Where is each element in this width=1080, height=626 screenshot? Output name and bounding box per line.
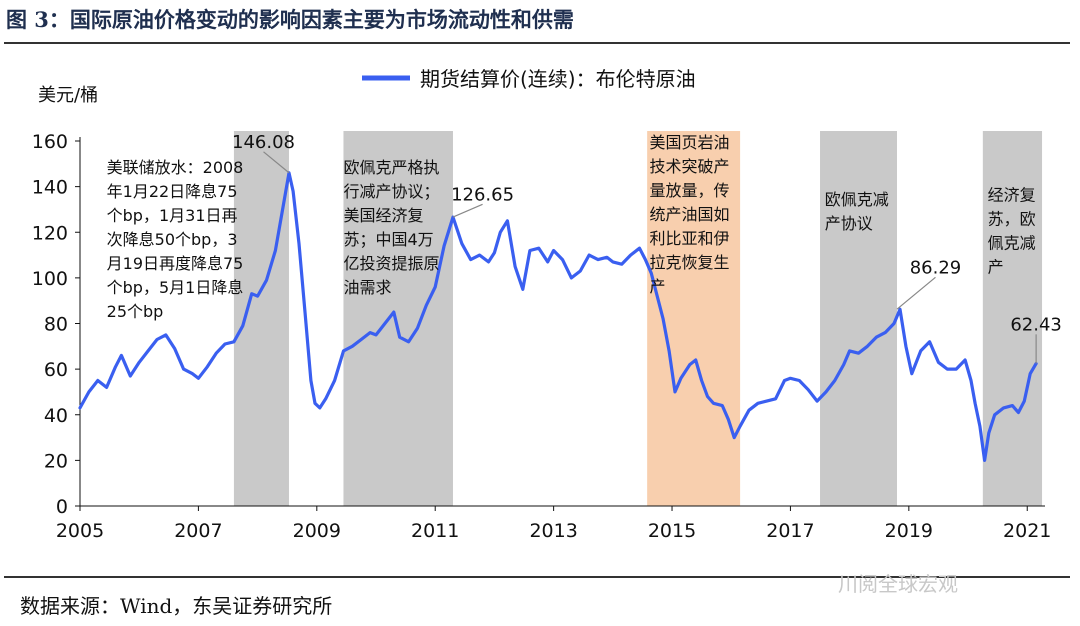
peak-label-3: 62.43: [1010, 314, 1062, 335]
top-rule: [4, 42, 1070, 44]
watermark: 川阅全球宏观: [838, 572, 958, 596]
annotations: 美联储放水：2008 年1月22日降息75 个bp，1月31日再次降息50个bp，3…: [107, 133, 1036, 321]
y-tick-label-100: 100: [32, 268, 68, 290]
peak-label-1: 126.65: [451, 184, 514, 205]
series-layer: [78, 171, 1038, 462]
annotation-0-line-3: 次降息50个bp，3: [107, 230, 238, 249]
shade-period-4: [982, 131, 1043, 506]
x-tick-label-2021: 2021: [1003, 520, 1051, 542]
annotation-2-line-6: 产: [650, 277, 666, 296]
shade-period-3: [820, 131, 897, 506]
y-tick-label-160: 160: [32, 131, 68, 153]
annotation-4: 经济复苏，欧佩克减产: [988, 185, 1036, 276]
peak-leader-1: [452, 203, 483, 218]
peak-labels: 146.08 126.65 86.29 62.43: [232, 132, 1062, 364]
annotation-1-line-1: 行减产协议；: [343, 182, 439, 201]
annotation-0-line-2: 个bp，1月31日再: [107, 206, 238, 225]
y-tick-label-40: 40: [44, 405, 68, 427]
y-tick-label-140: 140: [32, 177, 68, 199]
bottom-rule: [4, 576, 1070, 578]
source-note: 数据来源：Wind，东吴证券研究所: [20, 594, 333, 618]
annotation-3-line-1: 产协议: [825, 214, 873, 233]
y-tick-label-120: 120: [32, 222, 68, 244]
annotation-1: 欧佩克严格执行减产协议； 美国经济复苏；中国4万亿投资提振原油需求: [343, 158, 439, 297]
x-tick-label-2013: 2013: [529, 520, 577, 542]
annotation-4-line-1: 苏，欧: [988, 209, 1036, 228]
annotation-4-line-0: 经济复: [988, 185, 1036, 204]
legend: 期货结算价(连续)：布伦特原油: [362, 67, 696, 91]
x-tick-label-2005: 2005: [56, 520, 104, 542]
annotation-2: 美国页岩油技术突破产量放量，传统产油国如利比亚和伊拉克恢复生产: [650, 133, 730, 296]
x-tick-label-2011: 2011: [411, 520, 459, 542]
annotation-2-line-4: 利比亚和伊: [650, 229, 730, 248]
price-chart: 0 20 40 60 80 100 120 140 160 2005 2007 2009 2011 201…: [32, 67, 1062, 542]
axes: 0 20 40 60 80 100 120 140 160 2005 2007 2009 2011 201…: [32, 131, 1052, 542]
annotation-0-line-4: 月19日再度降息75: [107, 254, 244, 273]
annotation-0-line-5: 个bp，5月1日降息: [107, 278, 244, 297]
annotation-2-line-1: 技术突破产: [650, 157, 730, 176]
peak-leader-2: [896, 276, 936, 310]
peak-label-2: 86.29: [910, 257, 962, 278]
series-line-0: [78, 171, 1038, 462]
annotation-0-line-1: 年1月22日降息75: [107, 182, 238, 201]
x-tick-label-2009: 2009: [293, 520, 341, 542]
y-tick-label-60: 60: [44, 359, 68, 381]
x-tick-label-2017: 2017: [766, 520, 814, 542]
annotation-4-line-2: 佩克减: [988, 233, 1036, 252]
annotation-1-line-2: 美国经济复: [343, 206, 423, 225]
shade-period-1: [343, 131, 453, 506]
annotation-1-line-0: 欧佩克严格执: [343, 158, 439, 177]
annotation-2-line-0: 美国页岩油: [650, 133, 730, 152]
x-tick-label-2007: 2007: [174, 520, 222, 542]
y-tick-label-0: 0: [56, 496, 68, 518]
annotation-4-line-3: 产: [988, 257, 1004, 276]
annotation-2-line-3: 统产油国如: [650, 205, 730, 224]
annotation-1-line-3: 苏；中国4万: [343, 230, 433, 249]
y-axis-unit-label: 美元/桶: [38, 85, 98, 106]
annotation-3: 欧佩克减产协议: [825, 190, 889, 233]
y-tick-label-80: 80: [44, 314, 68, 336]
annotation-0-line-0: 美联储放水：2008: [107, 158, 244, 177]
shaded-periods: [233, 131, 1043, 506]
figure-title: 图 3：国际原油价格变动的影响因素主要为市场流动性和供需: [6, 7, 574, 32]
x-tick-label-2015: 2015: [648, 520, 696, 542]
shade-period-0: [233, 131, 289, 506]
annotation-2-line-2: 量放量，传: [650, 181, 730, 200]
x-tick-label-2019: 2019: [885, 520, 933, 542]
annotation-0: 美联储放水：2008 年1月22日降息75 个bp，1月31日再次降息50个bp，3…: [107, 158, 244, 321]
annotation-3-line-0: 欧佩克减: [825, 190, 889, 209]
peak-leader-0: [263, 151, 290, 174]
annotation-1-line-4: 亿投资提振原: [343, 254, 439, 273]
legend-label: 期货结算价(连续)：布伦特原油: [420, 67, 696, 91]
annotation-1-line-5: 油需求: [343, 278, 391, 297]
annotation-0-line-6: 25个bp: [107, 302, 164, 321]
annotation-2-line-5: 拉克恢复生: [650, 253, 730, 272]
y-tick-label-20: 20: [44, 450, 68, 472]
peak-label-0: 146.08: [232, 132, 295, 153]
